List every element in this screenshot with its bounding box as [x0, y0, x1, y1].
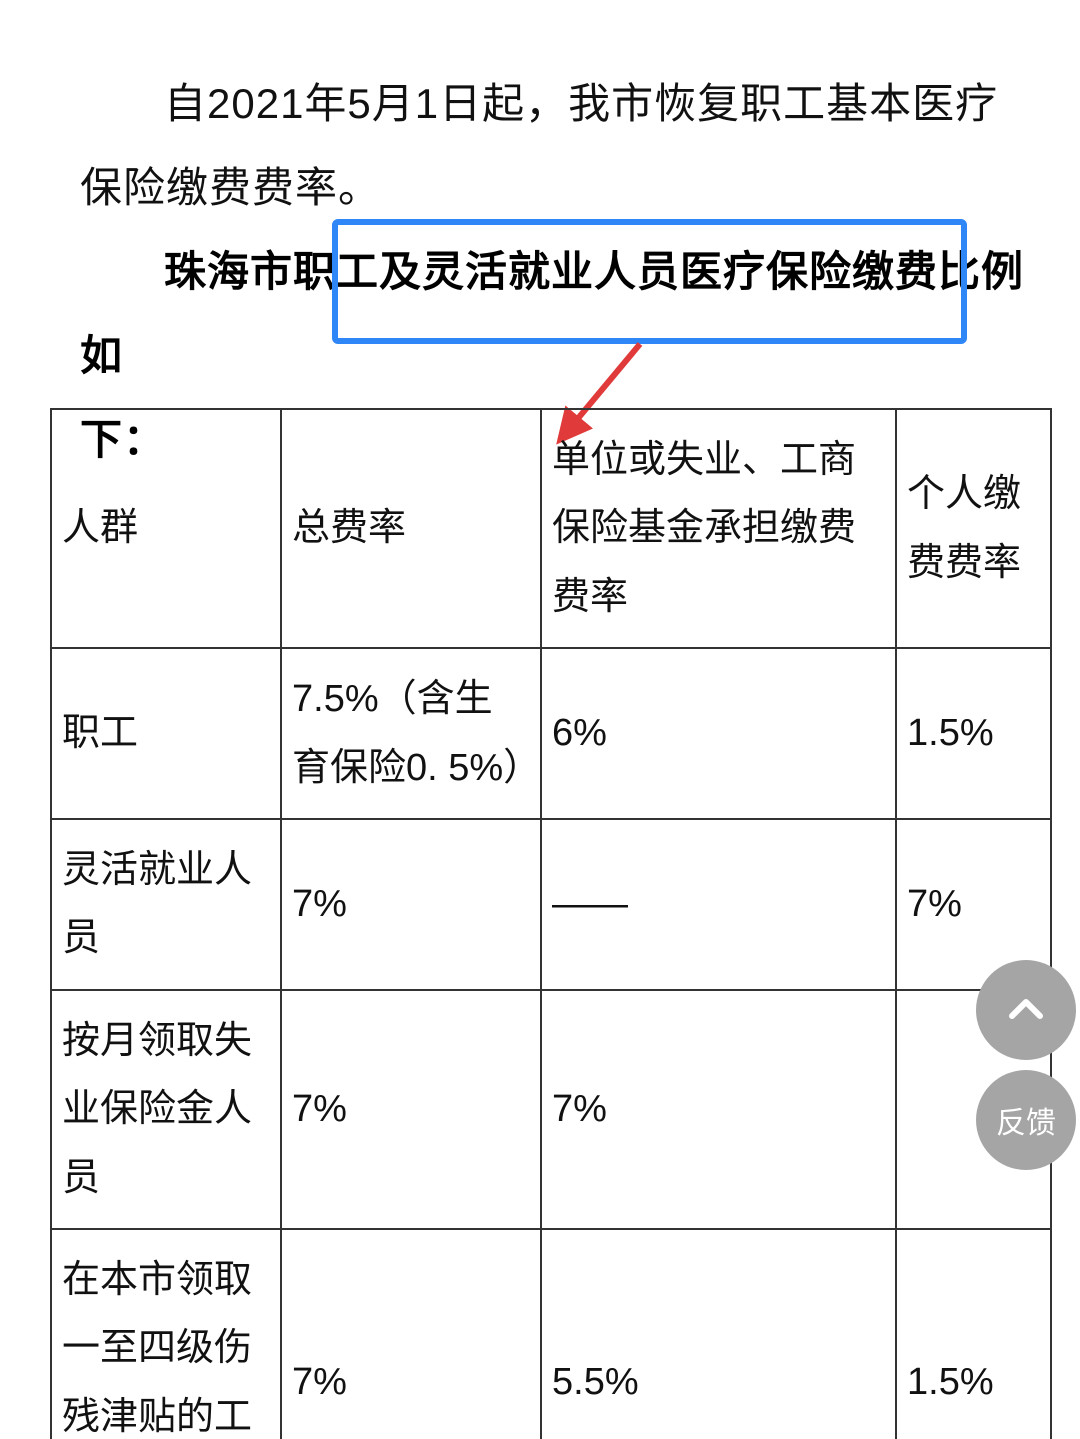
- table-row: 在本市领取一至四级伤残津贴的工伤人员 7% 5.5% 1.5%: [51, 1229, 1051, 1439]
- cell: 5.5%: [541, 1229, 896, 1439]
- cell: 6%: [541, 648, 896, 819]
- col-3: 个人缴费费率: [896, 409, 1051, 648]
- cell: 7%: [281, 1229, 541, 1439]
- page: 自2021年5月1日起，我市恢复职工基本医疗保险缴费费率。 珠海市职工及灵活就业…: [0, 0, 1080, 1439]
- cell: 在本市领取一至四级伤残津贴的工伤人员: [51, 1229, 281, 1439]
- heading-before: 珠海市职工及: [164, 248, 422, 295]
- scroll-top-button[interactable]: [976, 960, 1076, 1060]
- cell: 1.5%: [896, 1229, 1051, 1439]
- heading-highlight: 灵活就业人员医疗保险缴费比例: [422, 248, 1024, 295]
- col-2: 单位或失业、工商保险基金承担缴费费率: [541, 409, 896, 648]
- table-row: 灵活就业人员 7% —— 7%: [51, 819, 1051, 990]
- cell: 按月领取失业保险金人员: [51, 990, 281, 1229]
- cell: 7%: [281, 990, 541, 1229]
- cell: 7.5%（含生育保险0. 5%）: [281, 648, 541, 819]
- side-buttons: 反馈: [976, 960, 1076, 1170]
- chevron-up-icon: [1002, 986, 1050, 1034]
- cell: 7%: [281, 819, 541, 990]
- intro-text: 自2021年5月1日起，我市恢复职工基本医疗保险缴费费率。: [80, 62, 1040, 230]
- feedback-button[interactable]: 反馈: [976, 1070, 1076, 1170]
- feedback-label: 反馈: [996, 1098, 1056, 1142]
- table-header-row: 人群 总费率 单位或失业、工商保险基金承担缴费费率 个人缴费费率: [51, 409, 1051, 648]
- heading-after-1: 如: [80, 332, 123, 379]
- table-row: 职工 7.5%（含生育保险0. 5%） 6% 1.5%: [51, 648, 1051, 819]
- rates-table: 人群 总费率 单位或失业、工商保险基金承担缴费费率 个人缴费费率 职工 7.5%…: [50, 408, 1052, 1439]
- cell: 灵活就业人员: [51, 819, 281, 990]
- cell: 职工: [51, 648, 281, 819]
- cell: ——: [541, 819, 896, 990]
- col-0: 人群: [51, 409, 281, 648]
- table-row: 按月领取失业保险金人员 7% 7%: [51, 990, 1051, 1229]
- col-1: 总费率: [281, 409, 541, 648]
- cell: 1.5%: [896, 648, 1051, 819]
- cell: 7%: [541, 990, 896, 1229]
